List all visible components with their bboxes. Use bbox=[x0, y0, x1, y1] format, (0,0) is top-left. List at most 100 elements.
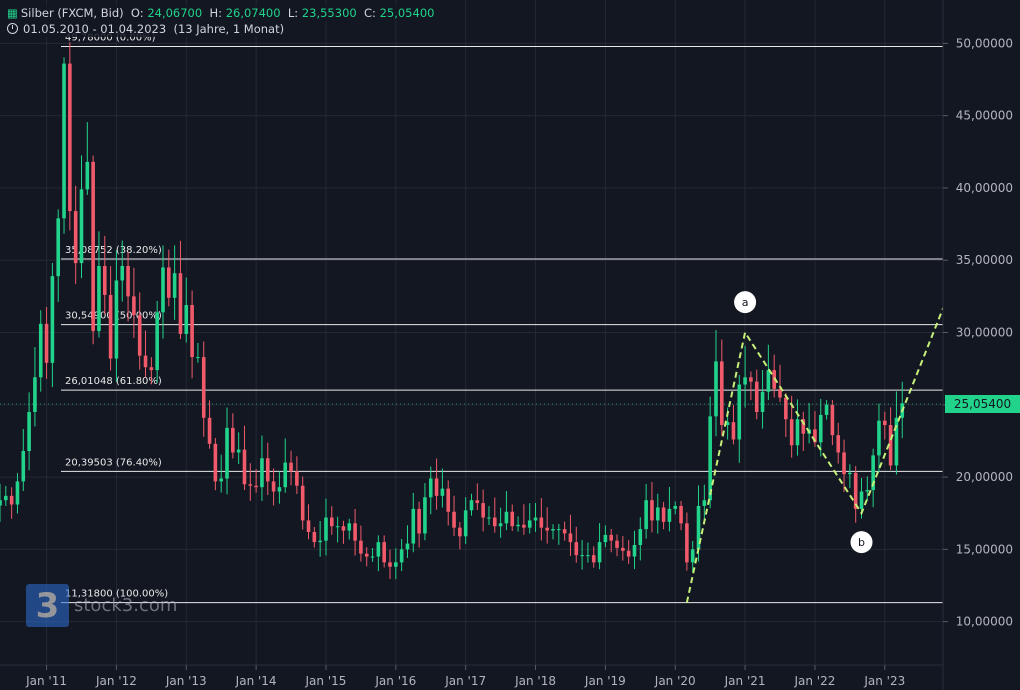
candle bbox=[737, 375, 742, 463]
candle-body bbox=[417, 508, 421, 534]
candle bbox=[236, 432, 241, 465]
candle-body bbox=[149, 367, 154, 371]
candle-body bbox=[62, 63, 66, 219]
symbol-name: Silber (FXCM, Bid) bbox=[20, 6, 124, 20]
candle-body bbox=[557, 529, 561, 531]
candle-body bbox=[132, 296, 136, 316]
candle bbox=[882, 411, 887, 440]
candle bbox=[120, 240, 125, 302]
candle-body bbox=[475, 500, 480, 504]
candle-body bbox=[126, 266, 130, 297]
candle bbox=[300, 476, 305, 530]
candle bbox=[190, 290, 194, 379]
candle bbox=[522, 504, 526, 535]
candle-body bbox=[830, 404, 835, 436]
candle bbox=[73, 185, 78, 284]
candle bbox=[690, 540, 695, 572]
candle bbox=[143, 330, 148, 378]
candle bbox=[85, 122, 90, 195]
candle-body bbox=[161, 267, 165, 313]
candle-body bbox=[85, 161, 90, 190]
y-tick-label: 20,00000 bbox=[956, 470, 1013, 484]
symbol-ohlc-header: ▦ Silber (FXCM, Bid) O: 24,06700 H: 26,07… bbox=[4, 5, 438, 21]
candle-body bbox=[201, 357, 206, 418]
candle bbox=[0, 483, 2, 522]
candle bbox=[848, 464, 852, 489]
candle bbox=[446, 480, 451, 526]
candle bbox=[423, 483, 427, 541]
candle bbox=[824, 400, 829, 420]
candle bbox=[50, 262, 55, 388]
candle-body bbox=[9, 495, 14, 505]
candle bbox=[114, 250, 119, 383]
y-tick-label: 35,00000 bbox=[956, 253, 1013, 267]
candle-body bbox=[167, 267, 171, 298]
candle bbox=[615, 534, 619, 557]
candlestick-series bbox=[0, 42, 905, 580]
candle-body bbox=[50, 276, 55, 363]
candle bbox=[411, 492, 416, 553]
candle bbox=[359, 525, 363, 562]
date-range: 01.05.2010 - 01.04.2023 bbox=[23, 22, 167, 36]
candle-body bbox=[824, 404, 829, 415]
x-tick-label: Jan '19 bbox=[584, 674, 626, 688]
candle bbox=[609, 528, 614, 553]
candle-body bbox=[399, 549, 404, 563]
candle bbox=[766, 344, 771, 401]
high-value: 26,07400 bbox=[225, 6, 281, 20]
candle-body bbox=[394, 562, 398, 567]
candle bbox=[504, 491, 509, 531]
candle-body bbox=[120, 266, 125, 281]
candle bbox=[201, 341, 206, 437]
candle-body bbox=[260, 458, 264, 488]
candle-body bbox=[504, 511, 509, 524]
wave-marker bbox=[850, 531, 873, 554]
candle bbox=[458, 522, 462, 550]
candle bbox=[510, 504, 515, 532]
candle-body bbox=[324, 517, 328, 541]
candle-body bbox=[487, 517, 491, 519]
candle bbox=[33, 347, 37, 427]
logo-text: stock3.com bbox=[74, 595, 178, 616]
fib-level-label: 11,31800 (100.00%) bbox=[65, 589, 168, 600]
candle bbox=[242, 425, 247, 490]
x-tick-label: Jan '17 bbox=[444, 674, 486, 688]
fib-level-label: 35,08752 (38.20%) bbox=[65, 245, 162, 256]
candle bbox=[702, 484, 707, 523]
candle bbox=[545, 507, 549, 544]
candle-body bbox=[632, 545, 637, 557]
candle bbox=[533, 503, 538, 532]
candle bbox=[463, 497, 468, 544]
candle bbox=[155, 300, 159, 384]
candle bbox=[894, 391, 899, 475]
candle-body bbox=[231, 427, 235, 453]
candle bbox=[597, 523, 602, 570]
candle bbox=[225, 407, 229, 495]
candle bbox=[708, 396, 712, 509]
candle bbox=[341, 520, 346, 544]
candle-body bbox=[44, 323, 49, 363]
candle-body bbox=[650, 500, 654, 521]
x-tick-label: Jan '18 bbox=[514, 674, 556, 688]
candle bbox=[399, 538, 404, 572]
candle-body bbox=[0, 500, 2, 506]
candle bbox=[568, 514, 573, 556]
candle-body bbox=[696, 505, 701, 550]
candle bbox=[21, 429, 26, 492]
candle bbox=[178, 240, 183, 340]
candle bbox=[527, 503, 532, 534]
candle bbox=[440, 468, 445, 508]
candle-body bbox=[638, 529, 643, 546]
candle-body bbox=[382, 542, 386, 563]
candle bbox=[842, 439, 846, 493]
candle bbox=[207, 400, 212, 449]
clock-icon bbox=[7, 23, 18, 34]
candle-body bbox=[527, 520, 532, 528]
candle bbox=[679, 500, 683, 531]
candle-body bbox=[27, 412, 31, 452]
candle-body bbox=[871, 455, 875, 491]
candle bbox=[213, 437, 218, 491]
candle bbox=[428, 466, 433, 515]
